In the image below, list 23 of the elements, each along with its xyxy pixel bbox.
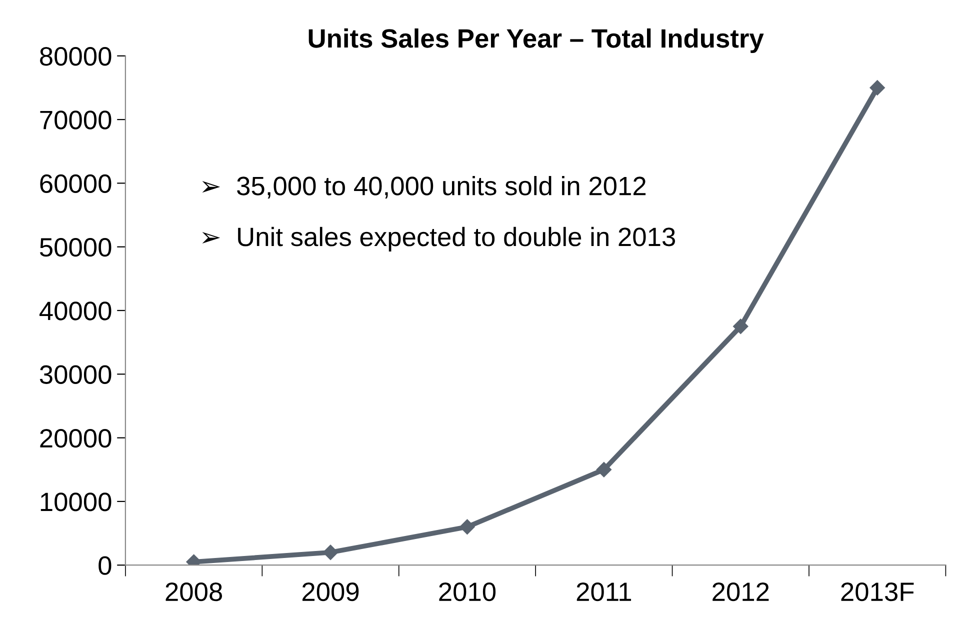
point	[322, 544, 338, 560]
x-tick-label: 2009	[302, 582, 359, 602]
point	[733, 318, 748, 334]
y-tick-label: 60000	[40, 174, 112, 194]
x-tick-label: 2011	[576, 582, 632, 602]
x-tick-label: 2010	[439, 582, 496, 602]
x-tick-label: 2013F	[841, 582, 914, 602]
annotation: ➢ Unit sales expected to double in 2013	[202, 226, 676, 252]
y-tick-label: 0	[98, 556, 112, 575]
y-tick-label: 10000	[40, 492, 112, 512]
x-tick-label: 2008	[166, 582, 222, 602]
point	[596, 462, 612, 478]
y-tick-label: 30000	[40, 365, 112, 384]
y-tick-label: 20000	[40, 428, 112, 448]
y-tick-label: 40000	[39, 302, 112, 320]
chart-title: Units Sales Per Year – Total Industry	[308, 28, 764, 54]
y-tick-label: 80000	[40, 47, 112, 66]
point	[460, 519, 475, 534]
point	[870, 80, 885, 96]
annotation: ➢ 35,000 to 40,000 units sold in 2012	[202, 176, 646, 198]
y-tick-label: 50000	[40, 238, 112, 257]
x-tick-label: 2012	[712, 582, 769, 602]
y-tick-label: 70000	[40, 110, 112, 130]
